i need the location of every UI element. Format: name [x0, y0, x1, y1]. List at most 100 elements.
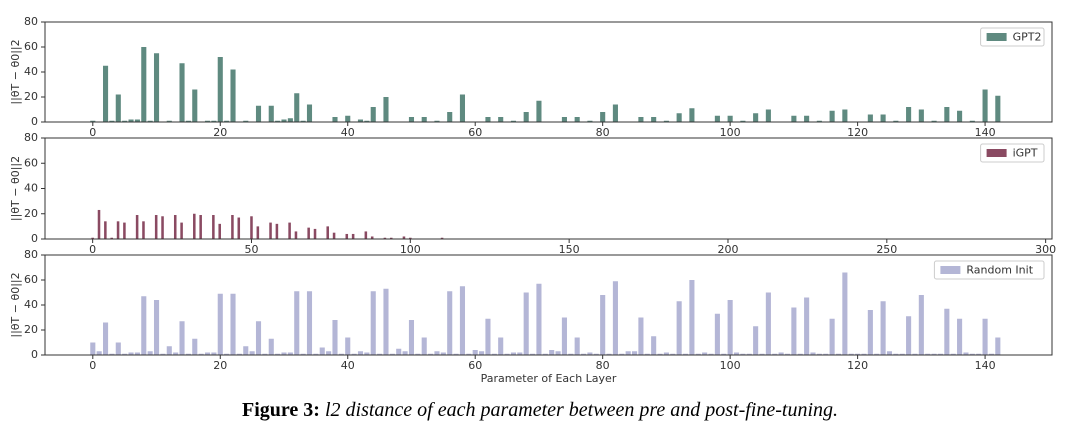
bar	[217, 57, 223, 122]
bar	[733, 352, 740, 355]
bar	[657, 353, 663, 355]
bar	[797, 353, 803, 355]
bar	[676, 113, 682, 122]
bar	[326, 351, 332, 355]
legend-swatch	[986, 33, 1007, 41]
bar	[874, 353, 880, 355]
bar	[128, 352, 134, 355]
bar	[606, 353, 612, 355]
bar	[880, 301, 886, 355]
bar	[389, 237, 393, 239]
bar	[122, 120, 128, 122]
x-tick-label: 100	[720, 126, 741, 139]
bar	[721, 353, 727, 355]
bar	[281, 119, 287, 122]
plot-frame	[44, 21, 1053, 123]
bar	[153, 53, 160, 122]
x-tick-label: 60	[468, 126, 482, 139]
bar	[287, 118, 293, 122]
bar	[224, 353, 230, 355]
bar	[383, 237, 387, 239]
bar	[409, 237, 412, 239]
bar	[753, 326, 759, 355]
bar	[256, 226, 260, 239]
bar	[345, 337, 351, 355]
bar	[447, 291, 453, 355]
x-tick-label: 20	[213, 126, 227, 139]
x-tick-label: 140	[975, 359, 996, 372]
legend-label: iGPT	[1013, 147, 1038, 160]
legend-label: GPT2	[1013, 31, 1042, 44]
bar	[383, 97, 389, 122]
bar	[714, 313, 720, 355]
bar	[236, 353, 242, 355]
bar	[708, 353, 714, 355]
bar	[612, 104, 618, 122]
bar	[906, 107, 912, 122]
bar	[192, 338, 198, 355]
bar	[931, 120, 937, 122]
bar	[727, 115, 733, 122]
bar	[912, 353, 918, 355]
bar	[370, 107, 376, 122]
bar	[142, 221, 145, 239]
bar	[370, 291, 376, 355]
bar	[306, 104, 313, 122]
bar	[937, 353, 944, 355]
bar	[160, 353, 166, 355]
bar	[523, 292, 529, 355]
bar	[702, 352, 708, 355]
bar	[269, 222, 272, 239]
bar	[128, 119, 134, 122]
bar	[861, 353, 867, 355]
bar	[364, 352, 370, 355]
bar	[810, 352, 816, 355]
y-tick-label: 40	[24, 182, 38, 195]
bar	[746, 353, 752, 355]
bar	[625, 351, 631, 355]
bar	[791, 115, 797, 122]
bar	[867, 310, 873, 355]
bar	[389, 353, 395, 355]
bar	[217, 293, 223, 355]
bar	[510, 120, 516, 122]
bar	[345, 115, 351, 122]
bar	[957, 110, 963, 122]
bar	[880, 114, 886, 122]
bar	[466, 353, 472, 355]
bar	[886, 351, 893, 355]
bar	[307, 227, 310, 239]
bar	[988, 353, 995, 355]
bar	[925, 353, 931, 355]
bar	[237, 217, 241, 239]
bar	[275, 223, 279, 239]
bar	[97, 209, 101, 239]
bar	[110, 237, 113, 239]
bar	[523, 112, 529, 122]
bar	[663, 352, 669, 355]
bar	[842, 109, 848, 122]
bar	[434, 351, 440, 355]
bar	[944, 308, 950, 355]
bar	[198, 353, 204, 355]
bar	[816, 120, 822, 122]
x-tick-label: 40	[341, 359, 355, 372]
bar	[561, 317, 567, 355]
bar	[396, 348, 402, 355]
bar	[91, 237, 94, 239]
x-tick-label: 120	[847, 359, 868, 372]
bar	[134, 352, 140, 355]
bar	[587, 352, 593, 355]
bar	[459, 94, 466, 122]
bar	[231, 215, 234, 239]
bar	[351, 353, 357, 355]
bar	[842, 272, 848, 355]
bar	[415, 353, 421, 355]
bar	[243, 120, 249, 122]
x-tick-label: 50	[244, 243, 258, 256]
x-tick-label: 20	[213, 359, 227, 372]
bar	[104, 221, 107, 239]
bar	[357, 351, 364, 355]
bar	[676, 301, 682, 355]
